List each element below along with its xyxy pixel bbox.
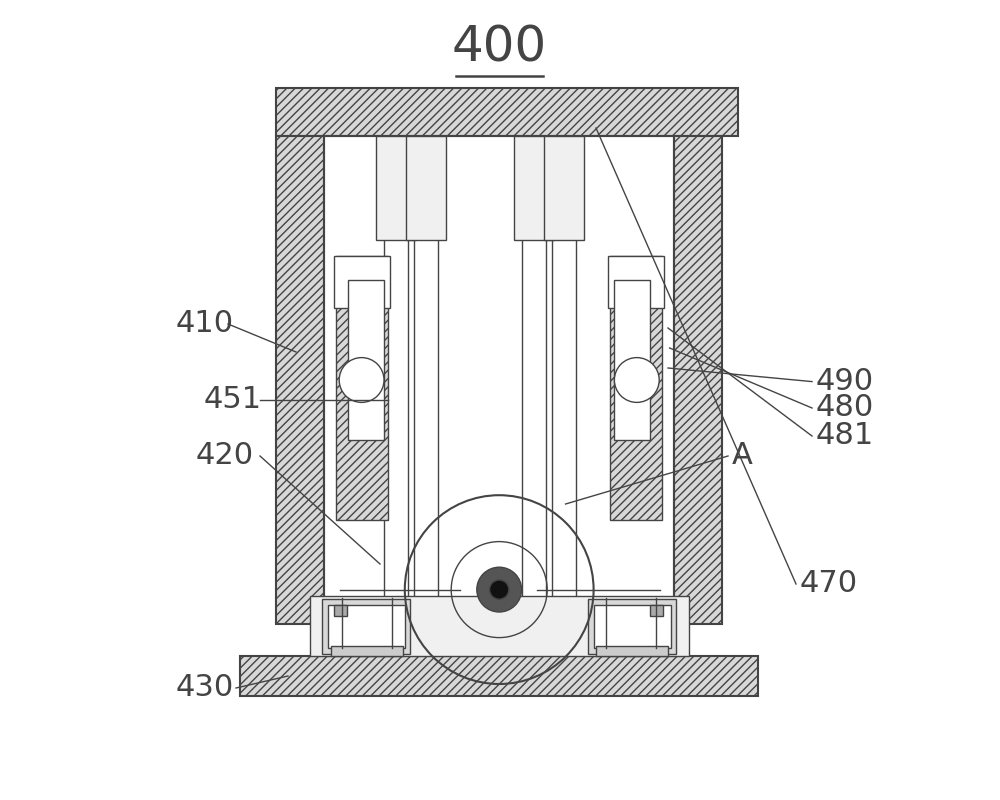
Bar bbox=[414, 136, 438, 620]
Bar bbox=[588, 599, 676, 654]
Text: 470: 470 bbox=[800, 570, 858, 598]
Bar bbox=[310, 596, 689, 656]
Text: 410: 410 bbox=[176, 310, 234, 338]
Bar bbox=[650, 605, 663, 616]
Bar bbox=[674, 136, 722, 624]
Text: 480: 480 bbox=[816, 394, 874, 422]
Bar bbox=[406, 136, 446, 240]
Circle shape bbox=[614, 358, 659, 402]
Bar bbox=[376, 136, 416, 240]
Bar bbox=[322, 599, 410, 654]
Circle shape bbox=[490, 580, 509, 599]
Bar bbox=[331, 646, 403, 656]
Bar bbox=[384, 136, 408, 620]
Circle shape bbox=[477, 567, 522, 612]
Bar bbox=[552, 136, 576, 620]
Circle shape bbox=[339, 358, 384, 402]
Bar bbox=[334, 605, 347, 616]
Bar bbox=[324, 136, 674, 624]
Bar bbox=[610, 256, 662, 520]
Text: 481: 481 bbox=[816, 422, 874, 450]
Bar bbox=[276, 88, 738, 136]
Bar bbox=[348, 280, 384, 440]
Text: 451: 451 bbox=[204, 386, 262, 414]
Bar bbox=[596, 646, 668, 656]
Text: 420: 420 bbox=[196, 442, 254, 470]
Text: 430: 430 bbox=[176, 674, 234, 702]
Text: 490: 490 bbox=[816, 367, 874, 396]
Bar bbox=[514, 136, 554, 240]
Text: A: A bbox=[732, 442, 753, 470]
Bar bbox=[594, 605, 671, 648]
Bar bbox=[328, 605, 405, 648]
Text: 400: 400 bbox=[452, 24, 547, 72]
Bar bbox=[614, 280, 650, 440]
Bar bbox=[336, 256, 388, 520]
Bar bbox=[334, 256, 390, 308]
Bar bbox=[522, 136, 546, 620]
Bar bbox=[608, 256, 664, 308]
Bar bbox=[544, 136, 584, 240]
Bar bbox=[276, 136, 324, 624]
Bar bbox=[240, 656, 758, 696]
